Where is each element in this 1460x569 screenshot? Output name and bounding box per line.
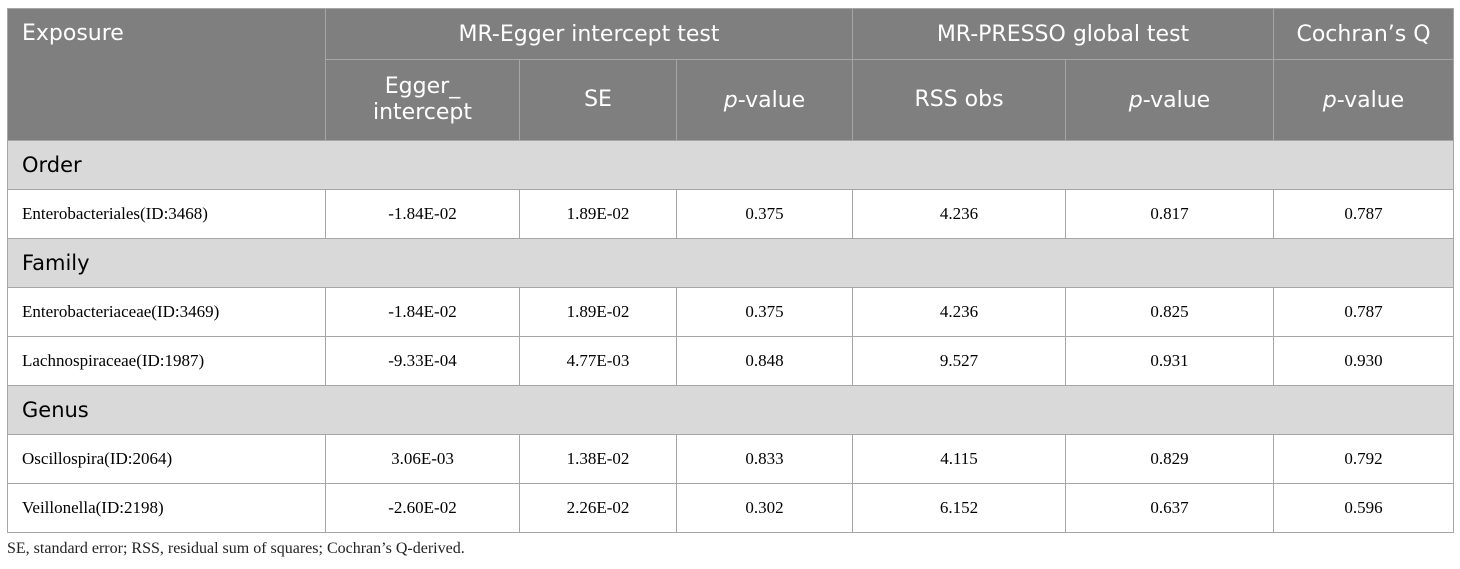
header-cell: Exposure xyxy=(7,8,326,141)
cell: Lachnospiraceae(ID:1987) xyxy=(7,336,326,386)
cell: 1.89E-02 xyxy=(519,189,677,239)
header-cell: Egger_ intercept xyxy=(325,59,520,141)
cell: Oscillospira(ID:2064) xyxy=(7,434,326,484)
cell: 0.825 xyxy=(1064,287,1275,337)
cell: -1.84E-02 xyxy=(325,189,520,239)
cell: 0.792 xyxy=(1273,434,1455,484)
cell: 0.931 xyxy=(1064,336,1275,386)
header-italic: p xyxy=(1128,87,1143,113)
cell: Enterobacteriaceae(ID:3469) xyxy=(7,287,326,337)
cell: 1.89E-02 xyxy=(519,287,677,337)
cell: Veillonella(ID:2198) xyxy=(7,483,326,533)
data-row: Veillonella(ID:2198) -2.60E-02 2.26E-02 0.3… xyxy=(7,483,1455,533)
header-cell: SE xyxy=(519,59,677,141)
cell: 0.375 xyxy=(676,189,853,239)
header-line: SE xyxy=(584,87,612,112)
header-cell: RSS obs xyxy=(852,59,1066,141)
section-row: Order xyxy=(6,140,1455,190)
cell: 0.596 xyxy=(1273,483,1455,533)
header-cell: p-value xyxy=(1273,59,1455,141)
header-text: -value xyxy=(737,87,806,113)
data-row: Enterobacteriaceae(ID:3469) -1.84E-02 1.89… xyxy=(7,287,1455,337)
header-cell: MR-PRESSO global test xyxy=(851,8,1275,60)
cell: Enterobacteriales(ID:3468) xyxy=(7,189,326,239)
section-label: Order xyxy=(6,140,1455,190)
cell: 0.787 xyxy=(1273,189,1455,239)
cell: 4.236 xyxy=(852,189,1066,239)
cell: 0.817 xyxy=(1064,189,1275,239)
header-text: -value xyxy=(1142,87,1211,113)
cell: -9.33E-04 xyxy=(325,336,520,386)
cell: 1.38E-02 xyxy=(519,434,677,484)
header-text: -value xyxy=(1336,87,1405,113)
cell: 0.848 xyxy=(676,336,853,386)
cell: 0.375 xyxy=(676,287,853,337)
cell: 4.115 xyxy=(852,434,1066,484)
section-label: Genus xyxy=(6,385,1455,435)
cell: 0.302 xyxy=(676,483,853,533)
section-row: Family xyxy=(6,238,1455,288)
section-row: Genus xyxy=(6,385,1455,435)
cell: 3.06E-03 xyxy=(325,434,520,484)
cell: 4.236 xyxy=(852,287,1066,337)
header-italic: p xyxy=(1322,87,1337,113)
cell: -1.84E-02 xyxy=(325,287,520,337)
data-row: Lachnospiraceae(ID:1987) -9.33E-04 4.77E-0… xyxy=(7,336,1455,386)
data-row: Oscillospira(ID:2064) 3.06E-03 1.38E-02 0.8… xyxy=(7,434,1455,484)
data-row: Enterobacteriales(ID:3468) -1.84E-02 1.89E… xyxy=(7,189,1455,239)
header-cell: Cochran’s Q xyxy=(1273,8,1455,60)
header-italic: p xyxy=(723,87,738,113)
cell: 6.152 xyxy=(852,483,1066,533)
header-line: RSS obs xyxy=(914,87,1004,112)
cell: 0.829 xyxy=(1064,434,1275,484)
cell: 0.637 xyxy=(1064,483,1275,533)
cell: 0.787 xyxy=(1273,287,1455,337)
header-cell: MR-Egger intercept test xyxy=(325,8,853,60)
cell: 9.527 xyxy=(852,336,1066,386)
section-label: Family xyxy=(6,238,1455,288)
header-line: intercept xyxy=(373,100,472,125)
cell: 2.26E-02 xyxy=(519,483,677,533)
cell: 0.930 xyxy=(1273,336,1455,386)
results-table: Exposure MR-Egger intercept test MR-PRES… xyxy=(6,8,1455,533)
cell: 0.833 xyxy=(676,434,853,484)
footnote: SE, standard error; RSS, residual sum of… xyxy=(7,540,465,557)
cell: -2.60E-02 xyxy=(325,483,520,533)
header-cell: p-value xyxy=(676,59,853,141)
header-cell: p-value xyxy=(1064,59,1275,141)
cell: 4.77E-03 xyxy=(519,336,677,386)
header-line: Egger_ xyxy=(384,74,461,99)
